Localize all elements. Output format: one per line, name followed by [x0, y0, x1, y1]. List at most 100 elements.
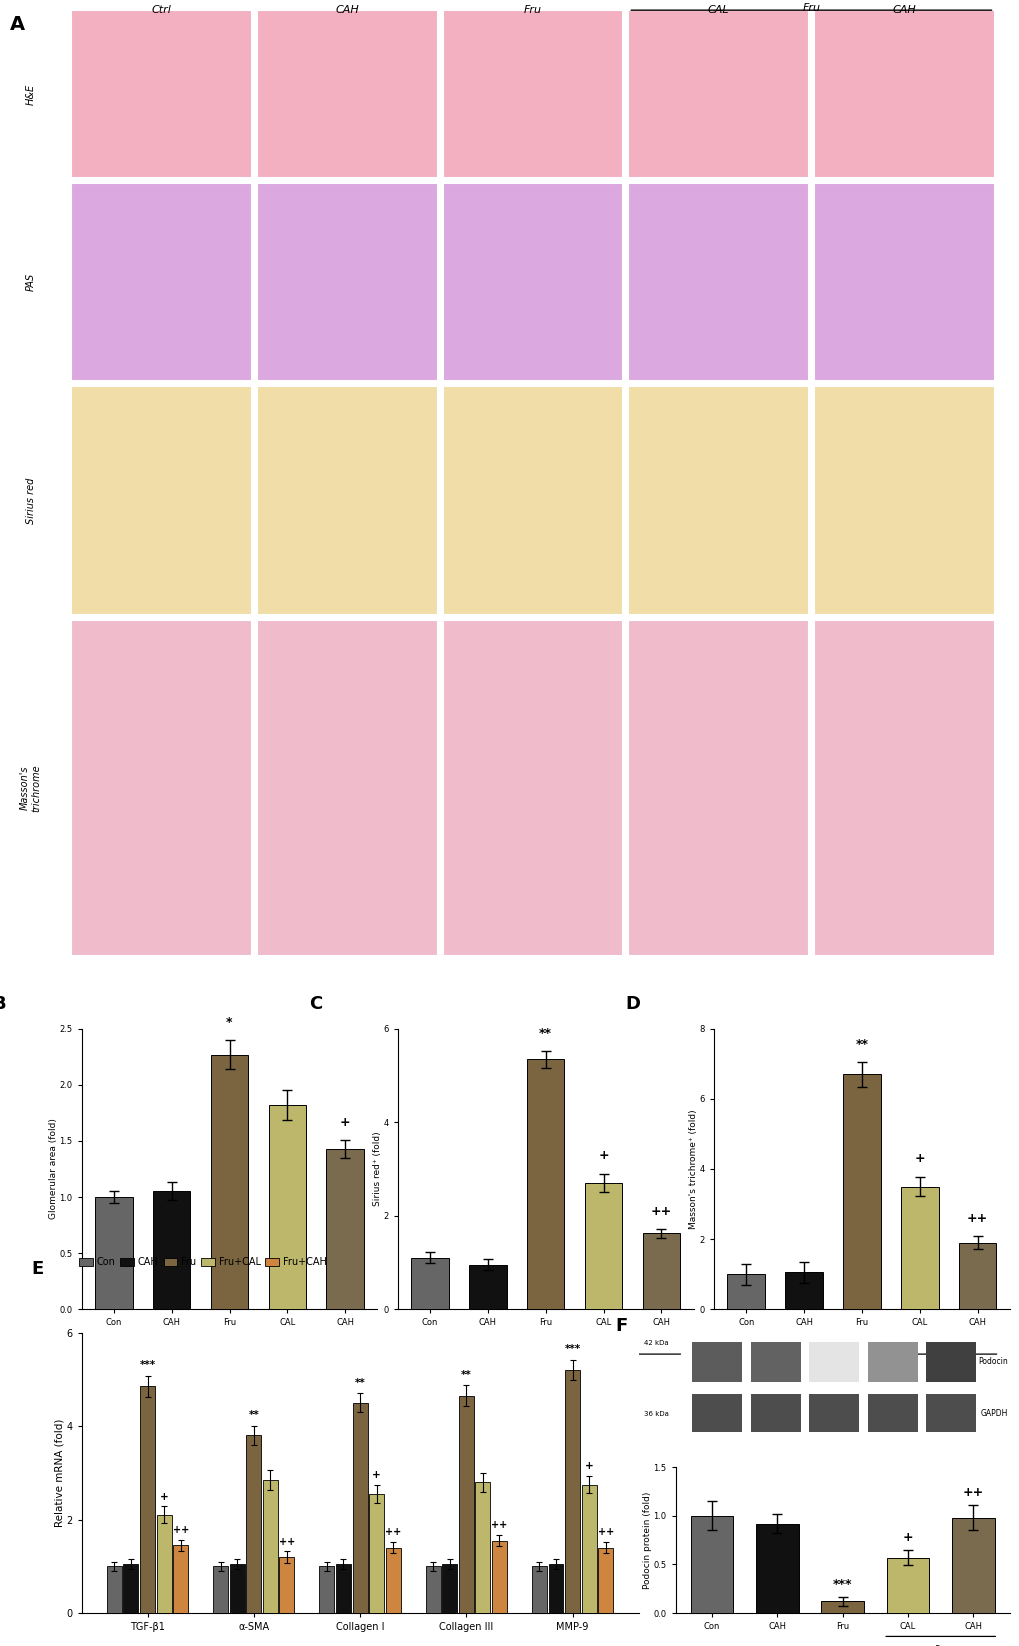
Bar	[247, 1435, 261, 1613]
Bar	[886, 1557, 928, 1613]
Bar	[173, 1546, 187, 1613]
Text: Fru: Fru	[942, 1371, 954, 1379]
Text: ***: ***	[564, 1345, 580, 1355]
Bar	[319, 1567, 334, 1613]
Text: H&E: H&E	[25, 84, 36, 105]
Text: 36 kDa: 36 kDa	[643, 1411, 668, 1417]
Bar	[442, 1564, 457, 1613]
FancyBboxPatch shape	[71, 10, 252, 178]
Text: ++: ++	[385, 1527, 400, 1537]
FancyBboxPatch shape	[813, 387, 994, 616]
Bar	[584, 1183, 622, 1309]
Bar	[491, 1541, 506, 1613]
FancyBboxPatch shape	[750, 1394, 800, 1432]
Text: *: *	[226, 1016, 232, 1029]
Bar	[532, 1567, 546, 1613]
FancyBboxPatch shape	[257, 621, 437, 956]
FancyBboxPatch shape	[628, 621, 808, 956]
FancyBboxPatch shape	[71, 621, 252, 956]
Bar	[755, 1524, 798, 1613]
FancyBboxPatch shape	[442, 183, 623, 382]
FancyBboxPatch shape	[808, 1394, 859, 1432]
Text: GAPDH: GAPDH	[980, 1409, 1007, 1417]
Bar	[263, 1480, 277, 1613]
Text: +: +	[339, 1116, 351, 1129]
FancyBboxPatch shape	[628, 387, 808, 616]
Bar	[153, 1192, 191, 1309]
Text: **: **	[855, 1039, 867, 1050]
FancyBboxPatch shape	[808, 1341, 859, 1381]
Y-axis label: Podocin protein (fold): Podocin protein (fold)	[642, 1491, 651, 1588]
Text: D: D	[625, 996, 640, 1012]
Text: **: **	[355, 1378, 365, 1388]
Bar	[581, 1485, 596, 1613]
FancyBboxPatch shape	[813, 183, 994, 382]
Text: E: E	[32, 1259, 44, 1277]
Text: Fru: Fru	[524, 5, 541, 15]
Bar	[279, 1557, 294, 1613]
Text: ++: ++	[650, 1205, 672, 1218]
Text: Fru: Fru	[626, 1371, 638, 1379]
Text: CAL: CAL	[707, 5, 729, 15]
FancyBboxPatch shape	[71, 183, 252, 382]
Text: C: C	[309, 996, 322, 1012]
FancyBboxPatch shape	[442, 387, 623, 616]
Bar	[820, 1602, 863, 1613]
Text: ***: ***	[833, 1579, 852, 1590]
Bar	[213, 1567, 228, 1613]
Legend: Con, CAH, Fru, Fru+CAL, Fru+CAH: Con, CAH, Fru, Fru+CAL, Fru+CAH	[75, 1253, 330, 1271]
Text: ***: ***	[140, 1361, 156, 1371]
Bar	[785, 1272, 822, 1309]
FancyBboxPatch shape	[692, 1341, 742, 1381]
FancyBboxPatch shape	[442, 621, 623, 956]
Bar	[598, 1547, 612, 1613]
FancyBboxPatch shape	[925, 1341, 975, 1381]
Y-axis label: Relative mRNA (fold): Relative mRNA (fold)	[55, 1419, 65, 1527]
Bar	[123, 1564, 139, 1613]
Text: +: +	[372, 1470, 381, 1480]
Text: +: +	[160, 1491, 168, 1501]
FancyBboxPatch shape	[813, 10, 994, 178]
Bar	[425, 1567, 440, 1613]
Text: +: +	[597, 1149, 608, 1162]
Text: Podocin: Podocin	[977, 1358, 1007, 1366]
Bar	[958, 1243, 996, 1309]
Bar	[642, 1233, 680, 1309]
Text: A: A	[10, 15, 25, 35]
Text: +: +	[584, 1462, 593, 1472]
Bar	[548, 1564, 562, 1613]
Text: **: **	[249, 1411, 259, 1420]
Bar	[268, 1104, 306, 1309]
Y-axis label: Glomerular area (fold): Glomerular area (fold)	[49, 1119, 58, 1220]
FancyBboxPatch shape	[692, 1394, 742, 1432]
Bar	[459, 1396, 473, 1613]
Text: ++: ++	[491, 1521, 507, 1531]
Bar	[475, 1481, 490, 1613]
FancyBboxPatch shape	[628, 10, 808, 178]
Bar	[369, 1495, 384, 1613]
Bar	[326, 1149, 364, 1309]
Text: PAS: PAS	[25, 273, 36, 291]
Text: Ctrl: Ctrl	[152, 5, 171, 15]
Text: Fru: Fru	[802, 3, 819, 13]
FancyBboxPatch shape	[925, 1394, 975, 1432]
Bar	[690, 1516, 733, 1613]
Y-axis label: Sirius red⁺ (fold): Sirius red⁺ (fold)	[373, 1132, 382, 1207]
FancyBboxPatch shape	[257, 183, 437, 382]
Text: ++: ++	[172, 1524, 189, 1536]
FancyBboxPatch shape	[257, 10, 437, 178]
Text: Masson's
trichrome: Masson's trichrome	[19, 764, 42, 811]
Bar	[140, 1386, 155, 1613]
FancyBboxPatch shape	[71, 387, 252, 616]
Text: F: F	[614, 1317, 627, 1335]
Text: Sirius red: Sirius red	[25, 477, 36, 523]
FancyBboxPatch shape	[257, 387, 437, 616]
Text: **: **	[539, 1027, 551, 1040]
Text: +: +	[913, 1152, 924, 1165]
Bar	[951, 1518, 994, 1613]
Bar	[469, 1264, 506, 1309]
Bar	[727, 1274, 764, 1309]
Text: B: B	[0, 996, 6, 1012]
FancyBboxPatch shape	[813, 621, 994, 956]
Text: +: +	[902, 1531, 912, 1544]
